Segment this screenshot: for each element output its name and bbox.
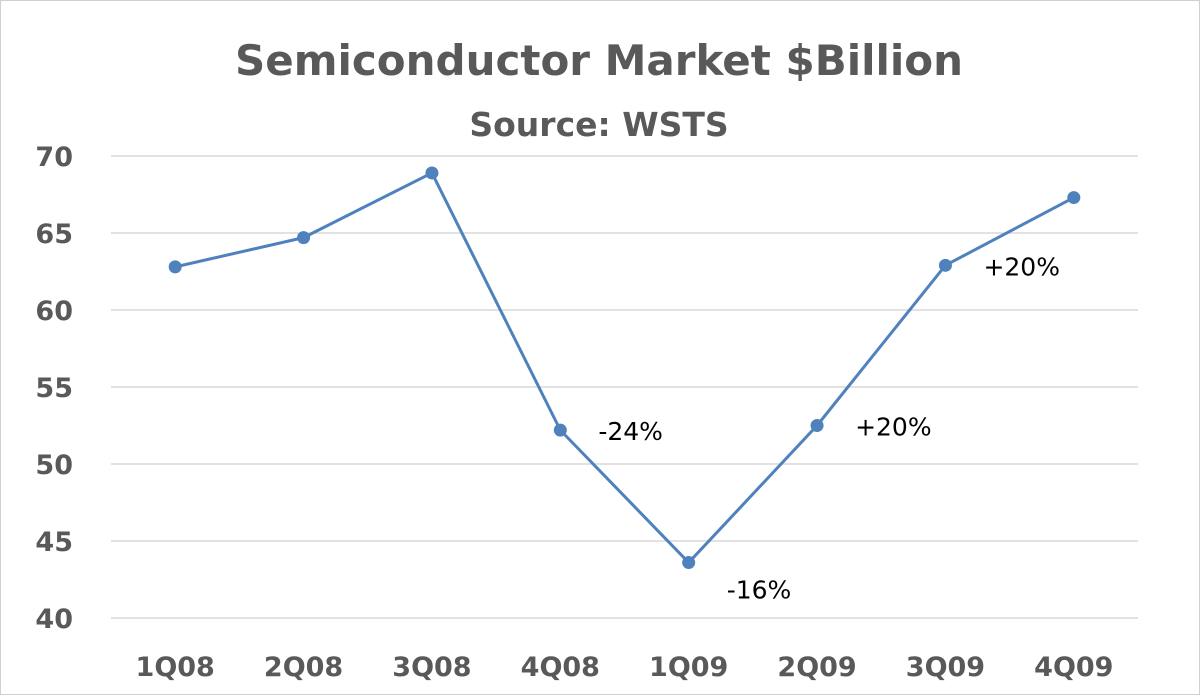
chart-subtitle: Source: WSTS	[469, 105, 728, 144]
y-tick-label: 65	[35, 219, 73, 250]
y-tick-label: 55	[35, 373, 73, 404]
annotation-label: +20%	[983, 252, 1060, 281]
annotations: -24% -16% +20% +20%	[598, 252, 1060, 604]
data-point	[682, 556, 696, 570]
y-tick-label: 45	[35, 527, 73, 558]
annotation-label: -24%	[598, 417, 663, 446]
data-point	[810, 419, 824, 432]
data-point	[297, 231, 311, 245]
data-point	[1067, 191, 1081, 205]
data-point	[553, 423, 567, 437]
series-line	[174, 171, 1075, 565]
y-tick-label: 50	[35, 450, 73, 481]
chart-title: Semiconductor Market $Billion	[235, 36, 963, 85]
x-axis-ticks: 1Q08 2Q08 3Q08 4Q08 1Q09 2Q09 3Q09 4Q09	[136, 652, 1114, 683]
x-tick-label: 2Q09	[777, 652, 856, 683]
y-tick-label: 60	[35, 296, 73, 327]
annotation-label: -16%	[727, 576, 792, 605]
data-point	[938, 258, 952, 272]
y-tick-label: 40	[35, 604, 73, 635]
data-point	[168, 260, 182, 274]
x-tick-label: 4Q09	[1034, 652, 1113, 683]
series-layer	[168, 166, 1081, 570]
gridlines	[111, 155, 1138, 619]
annotation-label: +20%	[855, 413, 932, 442]
y-axis-ticks: 40 45 50 55 60 65 70	[35, 142, 73, 635]
x-tick-label: 1Q09	[649, 652, 728, 683]
data-point	[425, 166, 439, 180]
x-tick-label: 1Q08	[136, 652, 215, 683]
x-tick-label: 2Q08	[264, 652, 343, 683]
y-tick-label: 70	[35, 142, 73, 173]
x-tick-label: 3Q08	[392, 652, 471, 683]
x-tick-label: 3Q09	[906, 652, 985, 683]
x-tick-label: 4Q08	[521, 652, 600, 683]
